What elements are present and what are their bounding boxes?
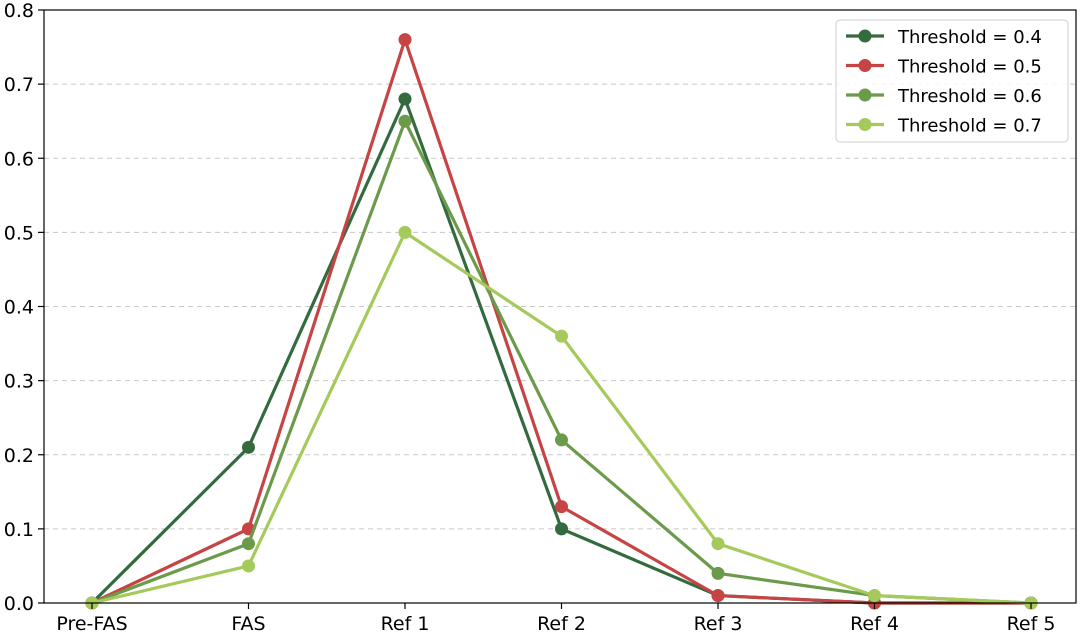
point-threshold-0-5-ref-1 [398, 33, 412, 47]
point-threshold-0-6-ref-2 [555, 433, 568, 447]
point-threshold-0-7-ref-4 [868, 589, 881, 603]
series-threshold-0-4 [85, 92, 1038, 610]
point-threshold-0-4-ref-2 [555, 522, 568, 536]
point-threshold-0-6-ref-3 [711, 566, 725, 580]
legend-swatch-marker [858, 88, 872, 102]
legend-swatch-marker [858, 59, 872, 72]
y-tick-label-0-6: 0.6 [4, 148, 34, 170]
y-axis: 0.0 0.1 0.2 0.3 0.4 0.5 0.6 0.7 0.8 [4, 0, 44, 615]
point-threshold-0-7-fas [242, 559, 255, 573]
y-tick-label-0-0: 0.0 [4, 593, 34, 615]
x-tick-label-fas: FAS [231, 613, 265, 635]
legend-item-threshold-0-4: Threshold = 0.4 [846, 27, 1042, 48]
y-tick-label-0-2: 0.2 [4, 445, 34, 467]
y-tick-label-0-8: 0.8 [4, 0, 34, 22]
legend-label: Threshold = 0.7 [897, 116, 1042, 137]
legend-item-threshold-0-7: Threshold = 0.7 [846, 116, 1042, 137]
legend-swatch-marker [858, 29, 872, 43]
point-threshold-0-4-ref-1 [398, 92, 412, 106]
point-threshold-0-6-fas [242, 537, 255, 551]
y-tick-label-0-5: 0.5 [4, 222, 34, 244]
legend-label: Threshold = 0.6 [897, 86, 1042, 107]
x-axis: Pre-FAS FAS Ref 1 Ref 2 Ref 3 Ref 4 Ref 5 [56, 603, 1055, 635]
point-threshold-0-7-ref-1 [398, 225, 412, 239]
y-tick-label-0-4: 0.4 [4, 297, 34, 319]
legend-item-threshold-0-5: Threshold = 0.5 [846, 57, 1042, 78]
point-threshold-0-5-ref-2 [555, 500, 568, 514]
y-tick-label-0-1: 0.1 [4, 519, 34, 541]
x-tick-label-ref-5: Ref 5 [1007, 613, 1056, 635]
x-tick-label-ref-2: Ref 2 [537, 613, 586, 635]
series-lines [85, 33, 1038, 610]
legend-label: Threshold = 0.4 [897, 27, 1042, 48]
x-tick-label-ref-1: Ref 1 [381, 613, 430, 635]
point-threshold-0-7-ref-2 [555, 329, 568, 343]
point-threshold-0-5-ref-3 [711, 589, 725, 603]
y-tick-label-0-7: 0.7 [4, 74, 34, 96]
point-threshold-0-4-fas [242, 440, 255, 454]
legend-box [835, 19, 1069, 143]
x-tick-label-ref-3: Ref 3 [694, 613, 743, 635]
legend: Threshold = 0.4 Threshold = 0.5 Threshold … [835, 19, 1069, 143]
x-tick-label-pre-fas: Pre-FAS [56, 613, 127, 635]
legend-label: Threshold = 0.5 [897, 57, 1042, 78]
legend-swatch-marker [858, 118, 872, 131]
x-tick-label-ref-4: Ref 4 [850, 613, 899, 635]
gridlines [44, 83, 1076, 530]
legend-item-threshold-0-6: Threshold = 0.6 [846, 86, 1042, 107]
series-line-threshold-0-7 [90, 230, 1033, 605]
y-tick-label-0-3: 0.3 [4, 371, 34, 393]
point-threshold-0-7-ref-3 [711, 537, 725, 551]
point-threshold-0-6-ref-1 [398, 114, 412, 128]
